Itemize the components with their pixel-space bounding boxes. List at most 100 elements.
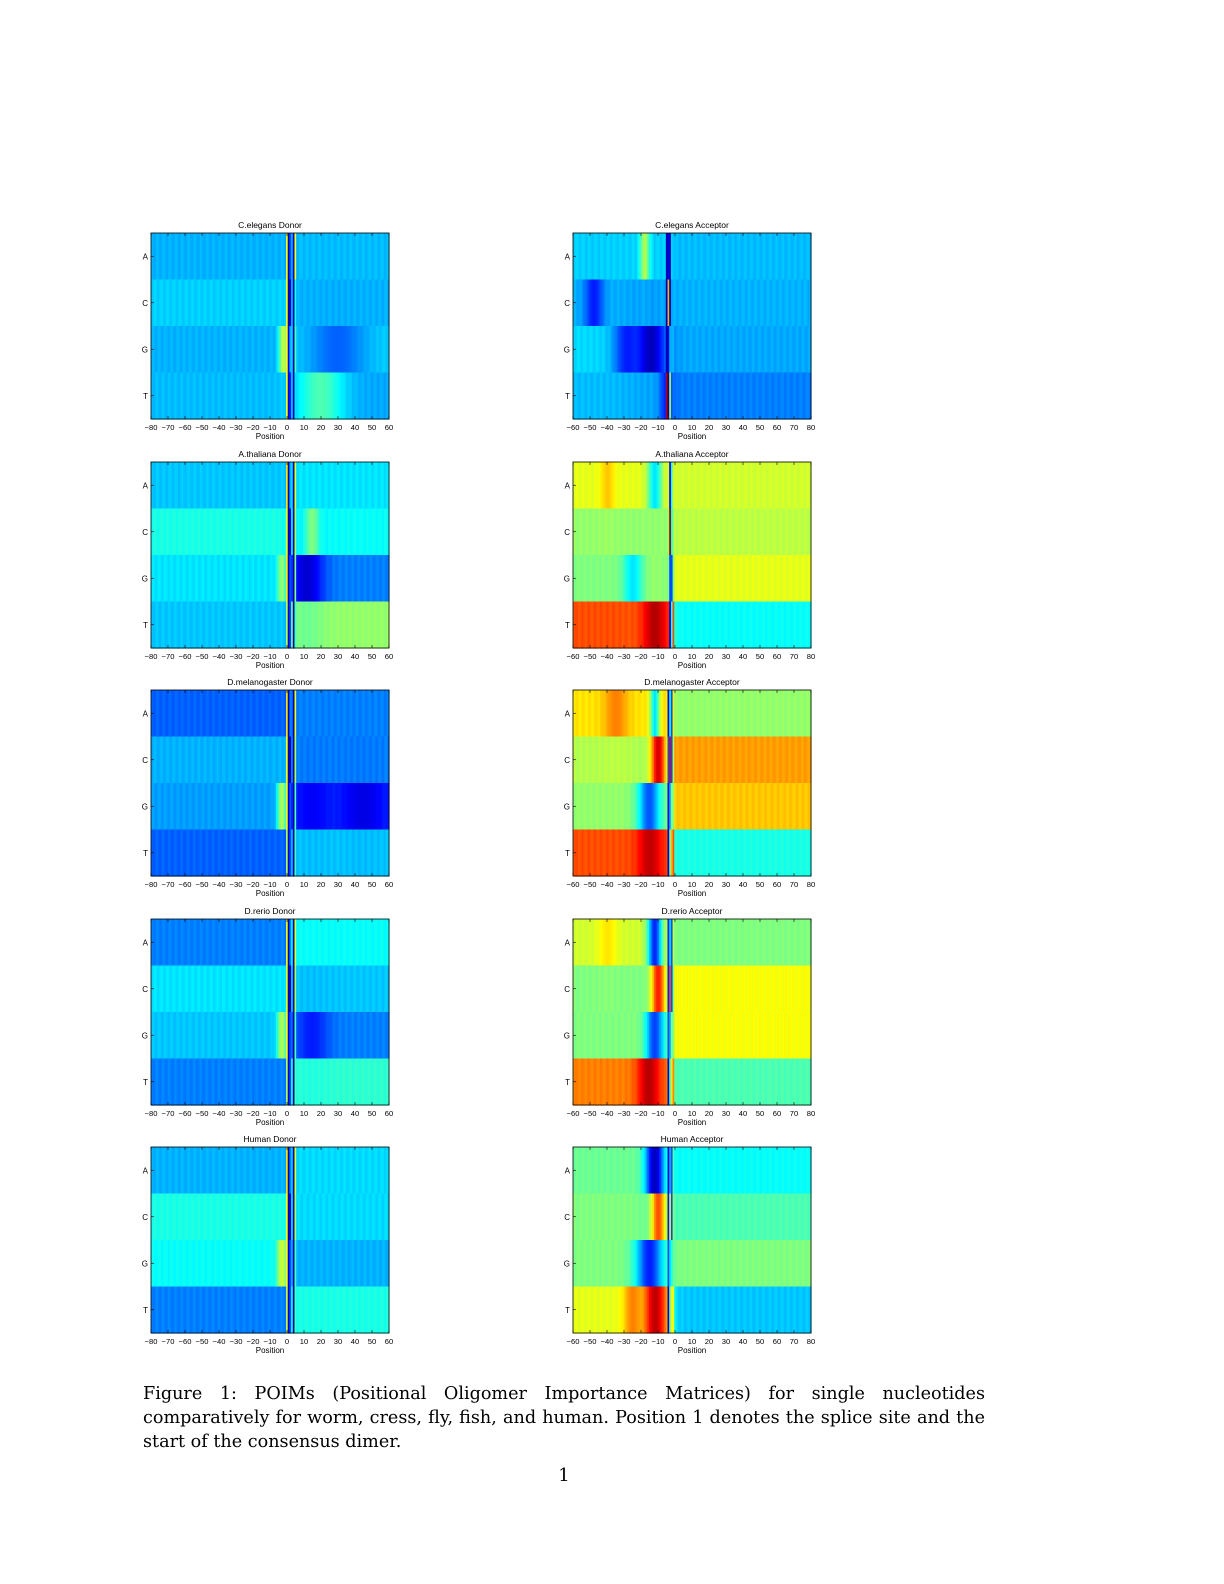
- heatmap-cell: [307, 783, 311, 831]
- heatmap-cell: [743, 919, 746, 967]
- heatmap-cell: [282, 1058, 285, 1106]
- heatmap-cell: [378, 372, 382, 420]
- heatmap-cell: [233, 555, 236, 603]
- heatmap-cell: [694, 372, 697, 420]
- heatmap-cell: [230, 462, 233, 510]
- heatmap-cell: [746, 601, 750, 649]
- heatmap-cell: [279, 555, 282, 603]
- heatmap-cell: [280, 783, 284, 831]
- heatmap-cell: [385, 965, 388, 1013]
- heatmap-cell: [237, 1058, 240, 1106]
- heatmap-cell: [252, 1147, 255, 1195]
- heatmap-cell: [208, 965, 211, 1013]
- heatmap-cell: [323, 919, 326, 967]
- heatmap-cell: [800, 233, 804, 281]
- heatmap-cell: [765, 233, 768, 281]
- heatmap-cell: [728, 1058, 731, 1106]
- x-tick-label: −50: [196, 880, 209, 889]
- heatmap-cell: [709, 279, 713, 327]
- heatmap-cell: [188, 783, 191, 831]
- heatmap-cell: [232, 783, 235, 831]
- heatmap-cell: [314, 462, 318, 510]
- heatmap-cell: [282, 965, 285, 1013]
- heatmap-cell: [291, 1147, 294, 1195]
- heatmap-cell: [318, 1012, 321, 1060]
- heatmap-cell: [248, 965, 252, 1013]
- heatmap-cell: [338, 1058, 341, 1106]
- heatmap-cell: [297, 233, 301, 281]
- heatmap-cell: [691, 690, 694, 738]
- heatmap-cell: [623, 783, 626, 831]
- heatmap-cell: [659, 462, 662, 510]
- heatmap-cell: [586, 1058, 589, 1106]
- heatmap-cell: [272, 508, 275, 556]
- heatmap-cell: [250, 372, 253, 420]
- heatmap-cell: [319, 462, 323, 510]
- heatmap-cell: [767, 736, 770, 784]
- heatmap-cell: [353, 783, 356, 831]
- heatmap-cell: [382, 1193, 385, 1241]
- heatmap-cell: [372, 736, 375, 784]
- heatmap-cell: [682, 965, 686, 1013]
- heatmap-cell: [785, 601, 788, 649]
- heatmap-cell: [733, 508, 736, 556]
- heatmap-cell: [353, 1012, 356, 1060]
- heatmap-cell: [746, 1058, 750, 1106]
- heatmap-cell: [336, 783, 339, 831]
- heatmap-cell: [638, 326, 642, 374]
- heatmap-cell: [611, 372, 615, 420]
- heatmap-cell: [238, 233, 242, 281]
- heatmap-cell: [198, 462, 201, 510]
- heatmap-cell: [765, 1012, 768, 1060]
- heatmap-cell: [314, 233, 318, 281]
- y-tick-label: A: [565, 709, 571, 718]
- heatmap-cell: [264, 1193, 267, 1241]
- heatmap-cell: [162, 1147, 166, 1195]
- heatmap-cell: [334, 1147, 338, 1195]
- heatmap-cell: [378, 736, 382, 784]
- heatmap-cell: [598, 736, 601, 784]
- heatmap-cell: [625, 462, 628, 510]
- heatmap-cell: [753, 233, 756, 281]
- heatmap-cell: [240, 1012, 243, 1060]
- heatmap-cell: [171, 783, 174, 831]
- heatmap-cell: [334, 919, 338, 967]
- heatmap-cell: [804, 508, 807, 556]
- heatmap-cell: [667, 601, 670, 649]
- heatmap-cell: [301, 508, 304, 556]
- heatmap-cell: [269, 462, 272, 510]
- heatmap-cell: [279, 1012, 282, 1060]
- heatmap-cell: [804, 233, 807, 281]
- heatmap-cell: [387, 233, 390, 281]
- heatmap-cell: [809, 1058, 812, 1106]
- x-tick-label: −70: [162, 880, 175, 889]
- heatmap-cell: [763, 690, 767, 738]
- heatmap-cell: [176, 1147, 179, 1195]
- heatmap-cell: [655, 279, 658, 327]
- heatmap-cell: [583, 829, 586, 877]
- heatmap-cell: [328, 783, 331, 831]
- heatmap-cell: [681, 783, 684, 831]
- heatmap-cell: [378, 829, 382, 877]
- heatmap-cell: [692, 555, 696, 603]
- heatmap-cell: [277, 965, 280, 1013]
- heatmap-cell: [733, 233, 736, 281]
- heatmap-cell: [652, 601, 655, 649]
- heatmap-cell: [331, 233, 334, 281]
- heatmap-cell: [809, 690, 812, 738]
- heatmap-cell: [642, 783, 645, 831]
- heatmap-cell: [643, 736, 647, 784]
- heatmap-cell: [164, 601, 167, 649]
- heatmap-cell: [697, 690, 701, 738]
- heatmap-cell: [162, 1012, 166, 1060]
- heatmap-cell: [802, 279, 805, 327]
- heatmap-cell: [368, 372, 372, 420]
- heatmap-cell: [621, 783, 625, 831]
- heatmap-cell: [576, 783, 579, 831]
- heatmap-cell: [709, 1058, 713, 1106]
- heatmap-cell: [579, 919, 583, 967]
- y-tick-label: A: [143, 252, 149, 261]
- heatmap-cell: [171, 555, 174, 603]
- heatmap-cell: [772, 919, 775, 967]
